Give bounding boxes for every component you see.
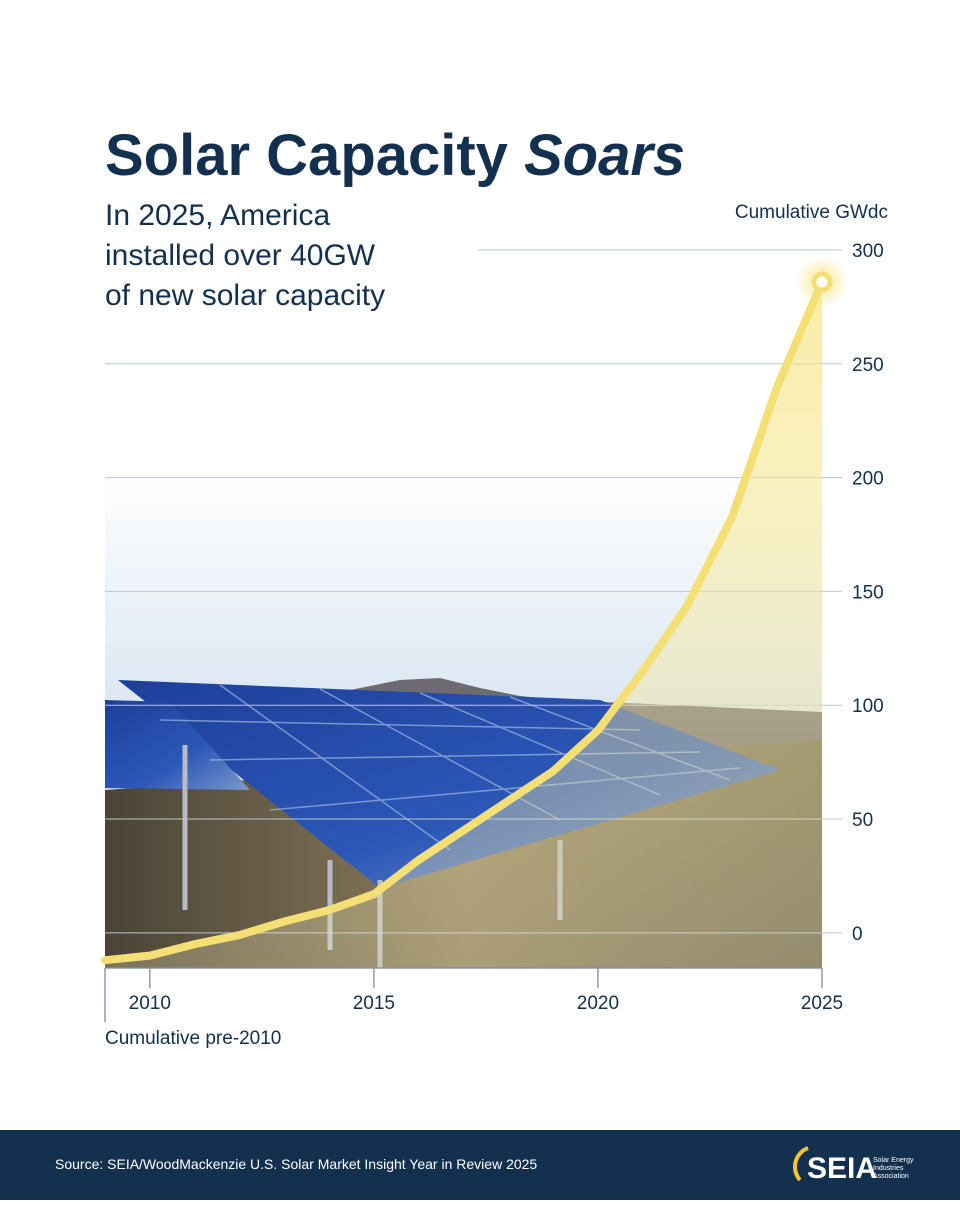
area [105, 281, 822, 967]
footer [0, 1130, 960, 1200]
end-marker [811, 271, 833, 293]
logo-tagline-line: Association [873, 1173, 909, 1180]
y-tick-label: 100 [852, 696, 884, 717]
subtitle-line: installed over 40GW [105, 239, 376, 272]
title: Solar Capacity Soars [105, 123, 685, 188]
x-tick-label: 2010 [129, 993, 171, 1014]
line [101, 277, 826, 965]
subtitle-line: In 2025, America [105, 199, 330, 232]
x-tick-label: 2025 [801, 993, 843, 1014]
x-tick-label: 2015 [353, 993, 395, 1014]
y-tick-label: 200 [852, 469, 884, 490]
y-axis-label: Cumulative GWdc [735, 202, 888, 223]
logo-tagline-line: Solar Energy [873, 1157, 914, 1164]
y-tick-label: 50 [852, 810, 873, 831]
subtitle: In 2025, America installed over 40GW of ne… [105, 199, 385, 312]
subtitle-line: of new solar capacity [105, 279, 385, 312]
source: Source: SEIA/WoodMackenzie U.S. Solar Ma… [55, 1156, 537, 1172]
logo-arc [792, 1146, 809, 1182]
plot: 0 50 100 150 200 250 300 Cumulative pre-2010 201… [101, 241, 884, 1049]
y-tick-label: 0 [852, 924, 863, 945]
x-annotation: Cumulative pre-2010 [105, 1028, 281, 1049]
logo: SEIA [807, 1152, 877, 1185]
y-tick-label: 150 [852, 582, 884, 603]
logo-tagline-line: Industries [873, 1165, 904, 1172]
title-emphasis: Soars [524, 123, 685, 188]
title-main: Solar Capacity [105, 123, 508, 188]
x-tick-label: 2020 [577, 993, 619, 1014]
y-tick-label: 250 [852, 355, 884, 376]
y-tick-label: 300 [852, 241, 884, 262]
